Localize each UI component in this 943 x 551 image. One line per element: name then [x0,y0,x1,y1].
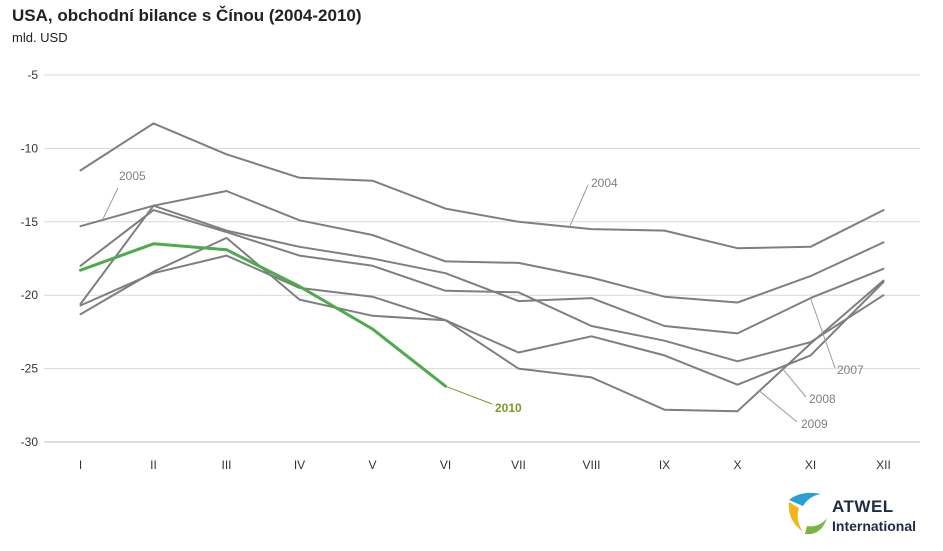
atwel-logo-mark [788,492,827,535]
series-line-2009 [79,236,885,413]
chart-unit-label: mld. USD [12,30,68,45]
x-tick-label: V [368,458,376,472]
axes: -5-10-15-20-25-30I II III IV V VI VII VIII IX X XI… [21,68,920,472]
annotation-leader-2008 [780,366,807,398]
x-tick-label: II [150,458,157,472]
x-tick-label: X [733,458,741,472]
x-tick-label: I [79,458,82,472]
series-line-2006 [79,209,885,363]
y-tick-label: -25 [21,362,39,376]
x-tick-label: XI [805,458,816,472]
series-line-2007 [79,204,885,335]
x-tick-label: VIII [582,458,600,472]
series-line-2005 [79,190,885,304]
series-line-2010 [79,242,447,388]
series-label-2008: 2008 [809,392,836,406]
x-tick-label: VI [440,458,451,472]
series-label-2010: 2010 [495,401,522,415]
x-tick-label: IV [294,458,305,472]
annotation-leader-2004 [569,184,589,228]
series-annotations: 2005 2004 2007 2008 2009 2010 [101,169,864,431]
logo-text-international: International [832,518,917,534]
y-tick-label: -30 [21,435,39,449]
annotation-leader-2009 [759,390,798,423]
y-tick-label: -15 [21,215,39,229]
y-tick-label: -20 [21,288,39,302]
annotation-leader-2010 [445,385,493,405]
series-label-2009: 2009 [801,417,828,431]
y-tick-label: -10 [21,141,39,155]
series-label-2004: 2004 [591,176,618,190]
annotation-leader-2005 [101,187,119,221]
gridlines [44,74,920,443]
x-tick-label: III [221,458,231,472]
y-tick-label: -5 [27,68,38,82]
annotation-leader-2007 [810,297,836,369]
series-lines [79,122,885,413]
x-tick-label: VII [511,458,526,472]
chart-title: USA, obchodní bilance s Čínou (2004-2010… [12,6,362,25]
x-tick-label: IX [659,458,670,472]
series-line-2004 [79,122,885,250]
series-label-2005: 2005 [119,169,146,183]
series-line-2008 [79,254,885,386]
x-tick-label: XII [876,458,891,472]
series-label-2007: 2007 [837,363,864,377]
logo-text-atwel: ATWEL [832,497,894,516]
